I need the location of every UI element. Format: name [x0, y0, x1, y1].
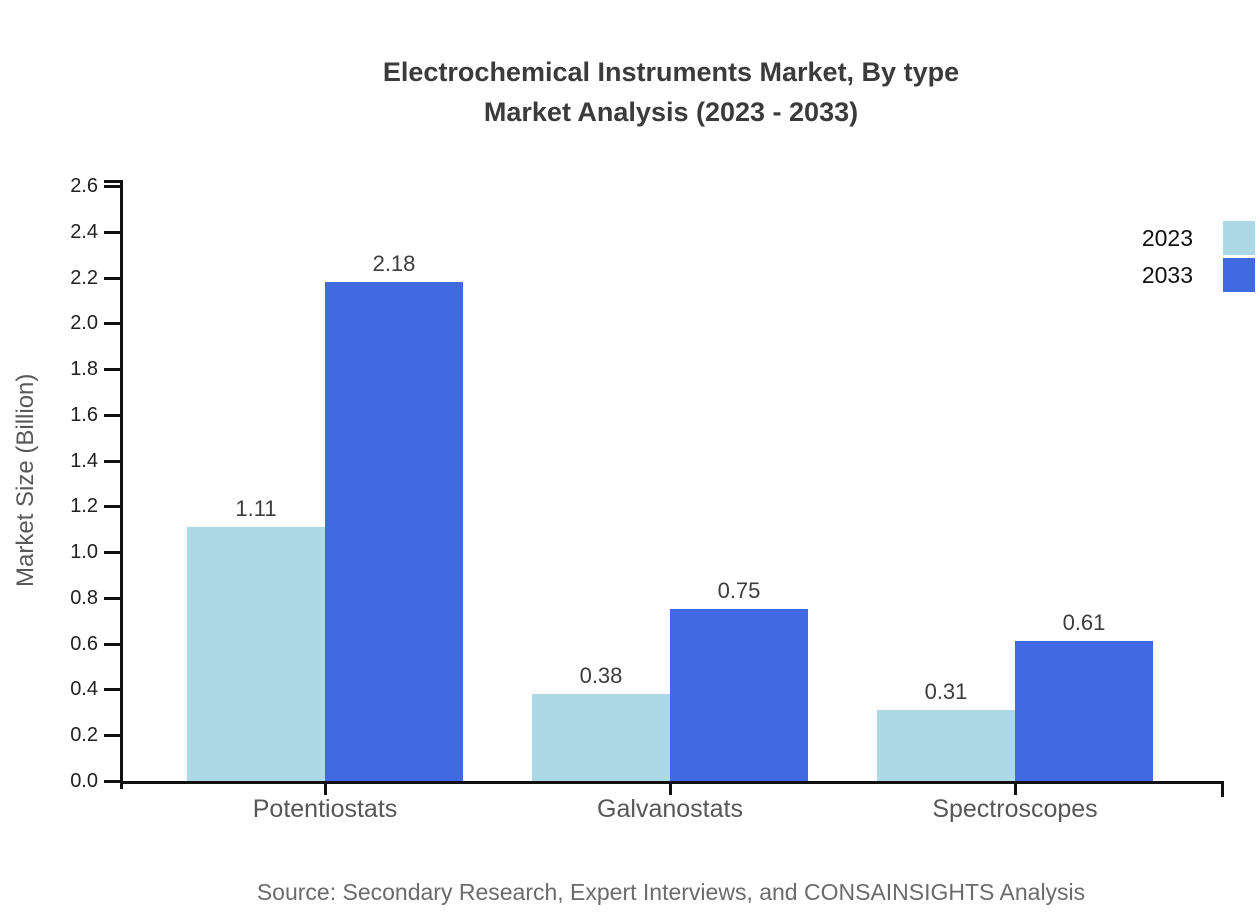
y-tick-label-2.6: 2.6	[70, 175, 98, 197]
legend-entry-2023: 2023	[1142, 221, 1255, 255]
y-tick-label-2.4: 2.4	[70, 221, 98, 243]
y-tick-1.4	[104, 460, 120, 463]
y-tick-0.4	[104, 688, 120, 691]
source-note: Source: Secondary Research, Expert Inter…	[256, 879, 1086, 905]
y-tick-0.0	[104, 780, 120, 783]
legend-entry-2033: 2033	[1142, 258, 1255, 292]
legend-swatch-2023	[1223, 221, 1255, 255]
y-tick-label-1.4: 1.4	[70, 450, 98, 472]
legend-swatch-2033	[1223, 258, 1255, 292]
value-label-2033-potentiostats: 2.18	[372, 251, 416, 276]
y-tick-1.2	[104, 505, 120, 508]
legend: 2023 2033	[1142, 221, 1255, 295]
bar-2023-potentiostats	[187, 527, 325, 781]
x-tick-galvanostats	[669, 781, 672, 795]
x-category-label-potentiostats: Potentiostats	[252, 795, 398, 823]
y-tick-0.8	[104, 597, 120, 600]
y-tick-2.4	[104, 231, 120, 234]
bar-2023-spectroscopes	[877, 710, 1015, 781]
bar-2033-galvanostats	[670, 609, 808, 781]
y-tick-2.2	[104, 277, 120, 280]
y-tick-2.0	[104, 322, 120, 325]
chart-title-line1: Electrochemical Instruments Market, By t…	[382, 57, 960, 87]
legend-label-2023: 2023	[1141, 224, 1193, 251]
y-tick-label-2.2: 2.2	[70, 267, 98, 289]
y-tick-label-0.2: 0.2	[70, 724, 98, 746]
legend-label-2033: 2033	[1141, 261, 1193, 288]
value-label-2033-galvanostats: 0.75	[717, 578, 761, 603]
y-tick-0.2	[104, 734, 120, 737]
value-label-2023-potentiostats: 1.11	[235, 496, 277, 521]
y-tick-label-2.0: 2.0	[70, 312, 98, 334]
y-tick-label-0.0: 0.0	[70, 770, 98, 792]
y-tick-0.6	[104, 643, 120, 646]
chart-title-line2: Market Analysis (2023 - 2033)	[483, 97, 859, 127]
y-tick-label-1.8: 1.8	[70, 358, 98, 380]
bar-2023-galvanostats	[532, 694, 670, 781]
bar-2033-potentiostats	[325, 282, 463, 781]
y-axis-end-cap	[104, 180, 120, 183]
x-tick-potentiostats	[324, 781, 327, 795]
bar-2033-spectroscopes	[1015, 641, 1153, 781]
y-tick-label-0.4: 0.4	[70, 678, 98, 700]
y-tick-label-1.0: 1.0	[70, 541, 98, 563]
value-label-2023-spectroscopes: 0.31	[924, 679, 968, 704]
y-axis-title: Market Size (Billion)	[12, 373, 39, 587]
y-tick-2.6	[104, 185, 120, 188]
y-tick-label-1.2: 1.2	[70, 495, 98, 517]
y-tick-1.0	[104, 551, 120, 554]
y-tick-label-1.6: 1.6	[70, 404, 98, 426]
value-label-2033-spectroscopes: 0.61	[1062, 610, 1106, 635]
y-tick-label-0.6: 0.6	[70, 633, 98, 655]
chart-title: Electrochemical Instruments Market, By t…	[120, 52, 1222, 132]
y-axis-line	[120, 180, 123, 789]
y-tick-1.6	[104, 414, 120, 417]
x-tick-spectroscopes	[1014, 781, 1017, 795]
x-axis-line	[120, 781, 1224, 784]
x-category-label-galvanostats: Galvanostats	[597, 795, 743, 823]
value-label-2023-galvanostats: 0.38	[579, 663, 623, 688]
x-axis-end-cap	[1221, 781, 1224, 797]
y-tick-label-0.8: 0.8	[70, 587, 98, 609]
y-tick-1.8	[104, 368, 120, 371]
x-category-label-spectroscopes: Spectroscopes	[932, 795, 1098, 823]
